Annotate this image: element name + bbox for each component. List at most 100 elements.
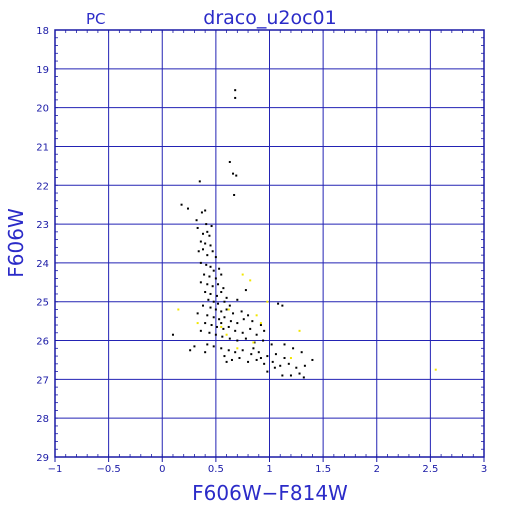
x-tick-label: 2.5 [422,464,438,475]
data-point-black [270,343,273,346]
data-point-black [233,193,236,196]
data-point-black [199,261,202,264]
data-point-black [249,327,252,330]
data-point-black [283,357,286,360]
data-point-black [230,358,233,361]
x-tick-label: 0 [159,464,165,475]
data-point-black [211,285,214,288]
data-point-black [300,351,303,354]
data-point-black [266,370,269,373]
data-point-black [225,296,228,299]
data-point-black [220,322,223,325]
data-point-black [232,312,235,315]
data-point-black [295,366,298,369]
x-tick-label: 2 [374,464,380,475]
data-point-black [204,242,207,245]
data-point-black [251,320,254,323]
y-tick-label: 27 [36,375,49,386]
y-axis-title: F606W [4,208,28,278]
y-tick-label: 26 [36,337,49,348]
data-point-black [281,374,284,377]
data-point-black [279,364,282,367]
data-point-black [244,289,247,292]
data-point-black [180,203,183,206]
data-point-black [241,349,244,352]
data-point-black [250,353,253,356]
data-point-black [232,172,235,175]
data-point-black [302,376,305,379]
data-point-black [227,349,230,352]
data-point-black [202,248,205,251]
data-point-black [195,219,198,222]
data-point-yellow [196,322,199,325]
data-point-black [223,316,226,319]
data-point-black [205,263,208,266]
y-tick-label: 20 [36,104,49,115]
data-point-black [214,277,217,280]
data-point-black [186,207,189,210]
data-point-yellow [241,273,244,276]
data-point-black [209,244,212,247]
x-tick-label: −0.5 [96,464,120,475]
data-point-black [303,364,306,367]
data-points [171,89,437,379]
data-point-black [171,333,174,336]
data-point-black [206,230,209,233]
data-point-yellow [434,368,437,371]
plot-frame [54,29,485,458]
data-point-black [236,339,239,342]
data-point-black [196,226,199,229]
data-point-black [208,331,211,334]
data-point-black [217,302,220,305]
data-point-black [208,234,211,237]
data-point-yellow [259,322,262,325]
data-point-black [199,329,202,332]
data-point-black [212,300,215,303]
data-point-black [202,304,205,307]
x-tick-label: 1 [266,464,272,475]
data-point-black [289,374,292,377]
grid [55,30,484,457]
data-point-black [204,351,207,354]
data-point-black [262,339,265,342]
y-tick-label: 18 [36,26,49,37]
x-axis-title: F606W−F814W [192,481,348,505]
data-point-black [207,298,210,301]
data-point-black [217,283,220,286]
data-point-black [234,351,237,354]
data-point-yellow [266,300,269,303]
data-point-yellow [289,357,292,360]
data-point-black [223,355,226,358]
data-point-black [208,275,211,278]
data-point-black [273,366,276,369]
data-point-black [252,347,255,350]
data-point-black [218,267,221,270]
data-point-black [212,316,215,319]
data-point-black [266,355,269,358]
data-point-black [271,360,274,363]
x-tick-label: 0.5 [208,464,224,475]
corner-label: PC [86,10,106,28]
data-point-black [292,347,295,350]
data-point-black [211,250,214,253]
data-point-black [204,209,207,212]
data-point-black [197,250,200,253]
data-point-black [214,333,217,336]
data-point-black [247,314,250,317]
data-point-black [215,325,218,328]
data-point-black [259,357,262,360]
data-point-black [234,96,237,99]
data-point-black [253,341,256,344]
y-tick-label: 19 [36,65,49,76]
data-point-black [234,329,237,332]
data-point-black [210,324,213,327]
data-point-black [235,174,238,177]
data-point-yellow [298,329,301,332]
data-point-yellow [225,333,228,336]
data-point-black [202,232,205,235]
data-point-black [206,343,209,346]
data-point-black [220,347,223,350]
data-point-yellow [252,341,255,344]
data-point-yellow [220,325,223,328]
